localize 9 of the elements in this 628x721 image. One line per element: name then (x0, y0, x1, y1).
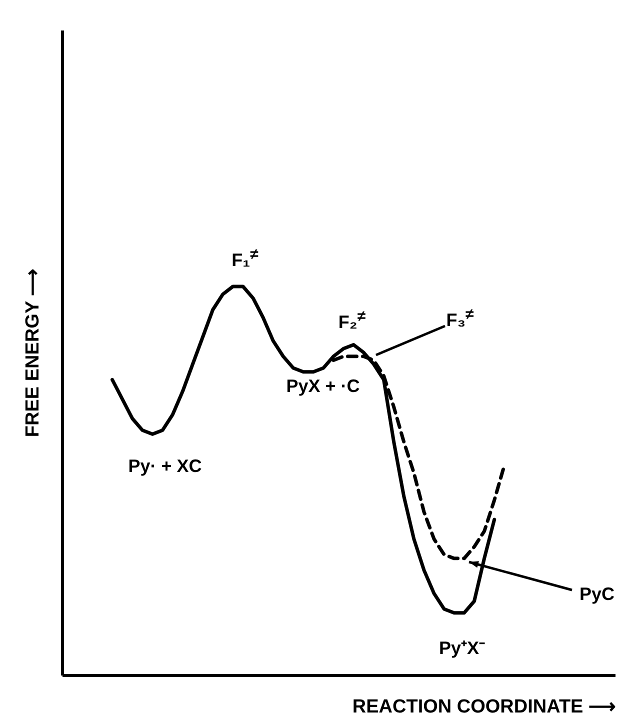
x-axis-title: REACTION COORDINATE ⟶ (352, 696, 616, 718)
text: F₁$^{≠}$ (232, 246, 258, 270)
annotation: Py⁺X⁻ (438, 638, 486, 658)
annotation: PyX + ·C (286, 376, 360, 396)
annotation: PyC (579, 584, 615, 604)
y-axis-title: FREE ENERGY ⟶ (22, 268, 44, 438)
annotation: F₃$^{≠}$ (446, 306, 474, 330)
annotation: F₂$^{≠}$ (338, 308, 366, 332)
annotation: Py· + XC (128, 456, 202, 476)
